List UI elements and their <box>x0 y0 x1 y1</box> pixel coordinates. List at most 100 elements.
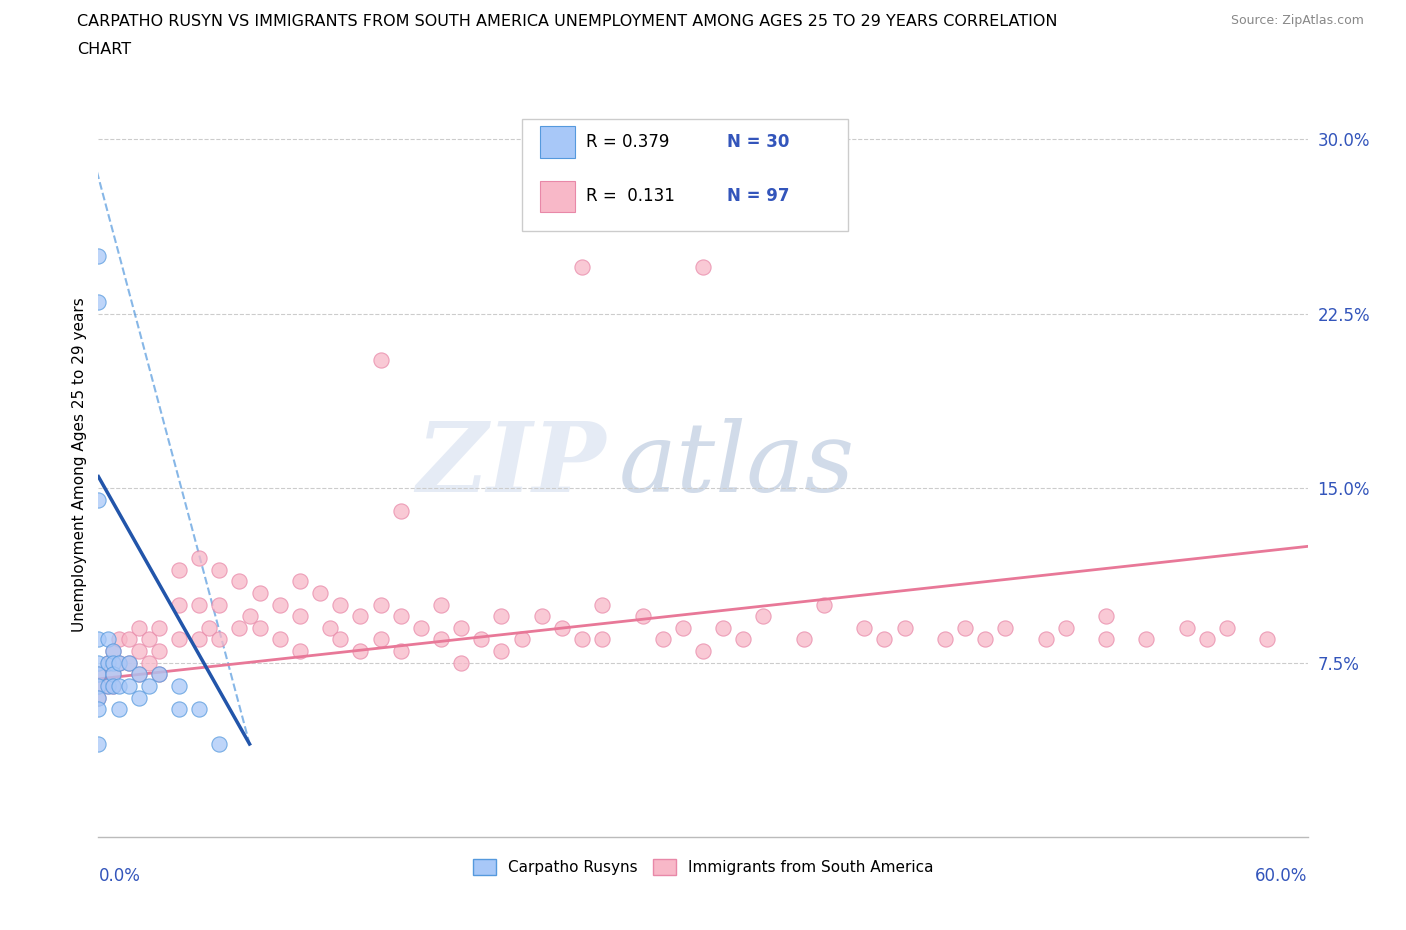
Text: CHART: CHART <box>77 42 131 57</box>
Point <box>128 644 150 658</box>
Point <box>974 632 997 647</box>
Point <box>128 667 150 682</box>
Point <box>530 609 553 624</box>
Text: atlas: atlas <box>619 418 855 512</box>
Point <box>87 667 110 682</box>
Point <box>651 632 673 647</box>
Point <box>571 259 593 275</box>
Point <box>409 620 432 635</box>
Point <box>208 562 231 577</box>
Point <box>349 609 371 624</box>
Point <box>672 620 695 635</box>
Point <box>370 353 392 368</box>
Point <box>188 702 211 717</box>
Point <box>389 644 412 658</box>
Point <box>239 609 262 624</box>
FancyBboxPatch shape <box>540 180 575 212</box>
Point <box>97 632 120 647</box>
Point <box>953 620 976 635</box>
Point <box>87 295 110 310</box>
Point <box>101 679 124 694</box>
Point <box>118 656 141 671</box>
Text: ZIP: ZIP <box>416 418 606 512</box>
Point <box>118 632 141 647</box>
Point <box>329 597 352 612</box>
Point <box>228 574 250 589</box>
Point <box>101 667 124 682</box>
Point <box>228 620 250 635</box>
Point <box>349 644 371 658</box>
Text: R =  0.131: R = 0.131 <box>586 188 675 206</box>
Text: CARPATHO RUSYN VS IMMIGRANTS FROM SOUTH AMERICA UNEMPLOYMENT AMONG AGES 25 TO 29: CARPATHO RUSYN VS IMMIGRANTS FROM SOUTH … <box>77 14 1057 29</box>
Point <box>97 679 120 694</box>
Point <box>128 690 150 705</box>
Point <box>733 632 755 647</box>
Point <box>87 737 110 751</box>
Point <box>370 597 392 612</box>
Point <box>813 597 835 612</box>
Point <box>873 632 896 647</box>
Point <box>167 702 190 717</box>
Point <box>288 574 311 589</box>
Point <box>269 597 291 612</box>
Point <box>188 632 211 647</box>
Point <box>138 632 160 647</box>
Point <box>198 620 221 635</box>
Point <box>87 632 110 647</box>
Point <box>752 609 775 624</box>
Point <box>138 679 160 694</box>
Point <box>309 586 332 601</box>
Point <box>87 656 110 671</box>
Point <box>128 667 150 682</box>
Point <box>288 609 311 624</box>
Point <box>87 667 110 682</box>
Point <box>551 620 574 635</box>
Point <box>994 620 1017 635</box>
Point <box>87 679 110 694</box>
Point <box>87 493 110 508</box>
Text: Source: ZipAtlas.com: Source: ZipAtlas.com <box>1230 14 1364 27</box>
Point <box>87 690 110 705</box>
Point <box>329 632 352 647</box>
Point <box>450 620 472 635</box>
FancyBboxPatch shape <box>522 119 848 231</box>
Point <box>148 667 170 682</box>
Y-axis label: Unemployment Among Ages 25 to 29 years: Unemployment Among Ages 25 to 29 years <box>72 298 87 632</box>
Point <box>510 632 533 647</box>
Point <box>591 632 613 647</box>
Point <box>101 679 124 694</box>
Point <box>530 214 553 229</box>
Point <box>893 620 915 635</box>
Point <box>491 644 513 658</box>
Point <box>711 620 734 635</box>
Point <box>87 248 110 263</box>
Point <box>470 632 492 647</box>
Point <box>107 679 129 694</box>
Point <box>288 644 311 658</box>
Point <box>87 679 110 694</box>
Point <box>853 620 876 635</box>
Point <box>1095 632 1118 647</box>
Point <box>107 656 129 671</box>
Point <box>319 620 342 635</box>
Point <box>128 620 150 635</box>
Point <box>389 609 412 624</box>
Point <box>167 632 190 647</box>
Text: R = 0.379: R = 0.379 <box>586 133 669 151</box>
Point <box>571 632 593 647</box>
Point <box>148 644 170 658</box>
Point <box>138 656 160 671</box>
Point <box>249 586 271 601</box>
Point <box>107 702 129 717</box>
Point <box>692 259 714 275</box>
Point <box>167 597 190 612</box>
Point <box>1175 620 1198 635</box>
Point <box>389 504 412 519</box>
Point <box>692 644 714 658</box>
Point <box>1216 620 1239 635</box>
Point <box>491 609 513 624</box>
Point <box>1256 632 1278 647</box>
Point <box>118 656 141 671</box>
Point <box>208 597 231 612</box>
Point <box>107 656 129 671</box>
